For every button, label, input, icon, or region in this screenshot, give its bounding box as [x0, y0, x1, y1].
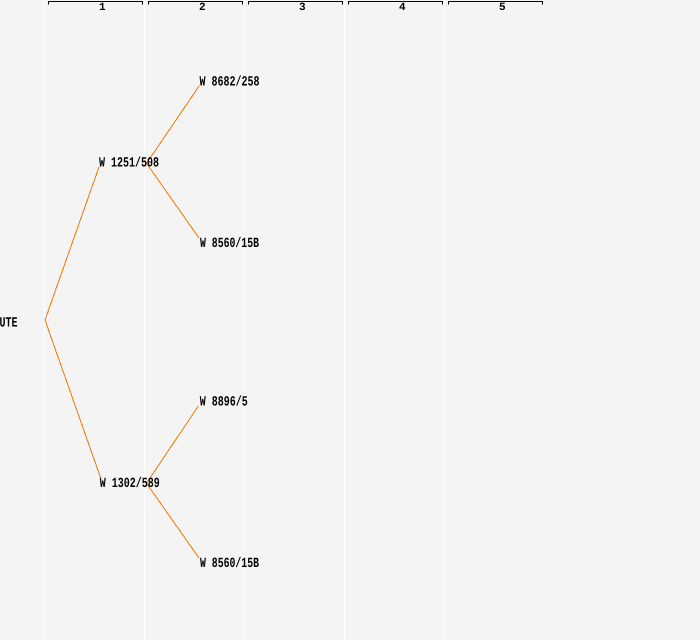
svg-text:W 1251/508: W 1251/508	[99, 156, 159, 172]
svg-text:4: 4	[399, 2, 406, 14]
svg-text:W 8560/15B: W 8560/15B	[200, 236, 259, 252]
svg-text:2: 2	[199, 2, 206, 14]
svg-text:W 8682/258: W 8682/258	[200, 75, 260, 91]
svg-text:ROUTE: ROUTE	[0, 316, 18, 332]
svg-text:W 8896/5: W 8896/5	[200, 395, 248, 411]
svg-text:1: 1	[99, 2, 106, 14]
svg-text:3: 3	[299, 2, 306, 14]
svg-text:W 1302/589: W 1302/589	[100, 476, 160, 492]
svg-text:W 8560/15B: W 8560/15B	[200, 556, 259, 572]
svg-text:5: 5	[499, 2, 506, 14]
